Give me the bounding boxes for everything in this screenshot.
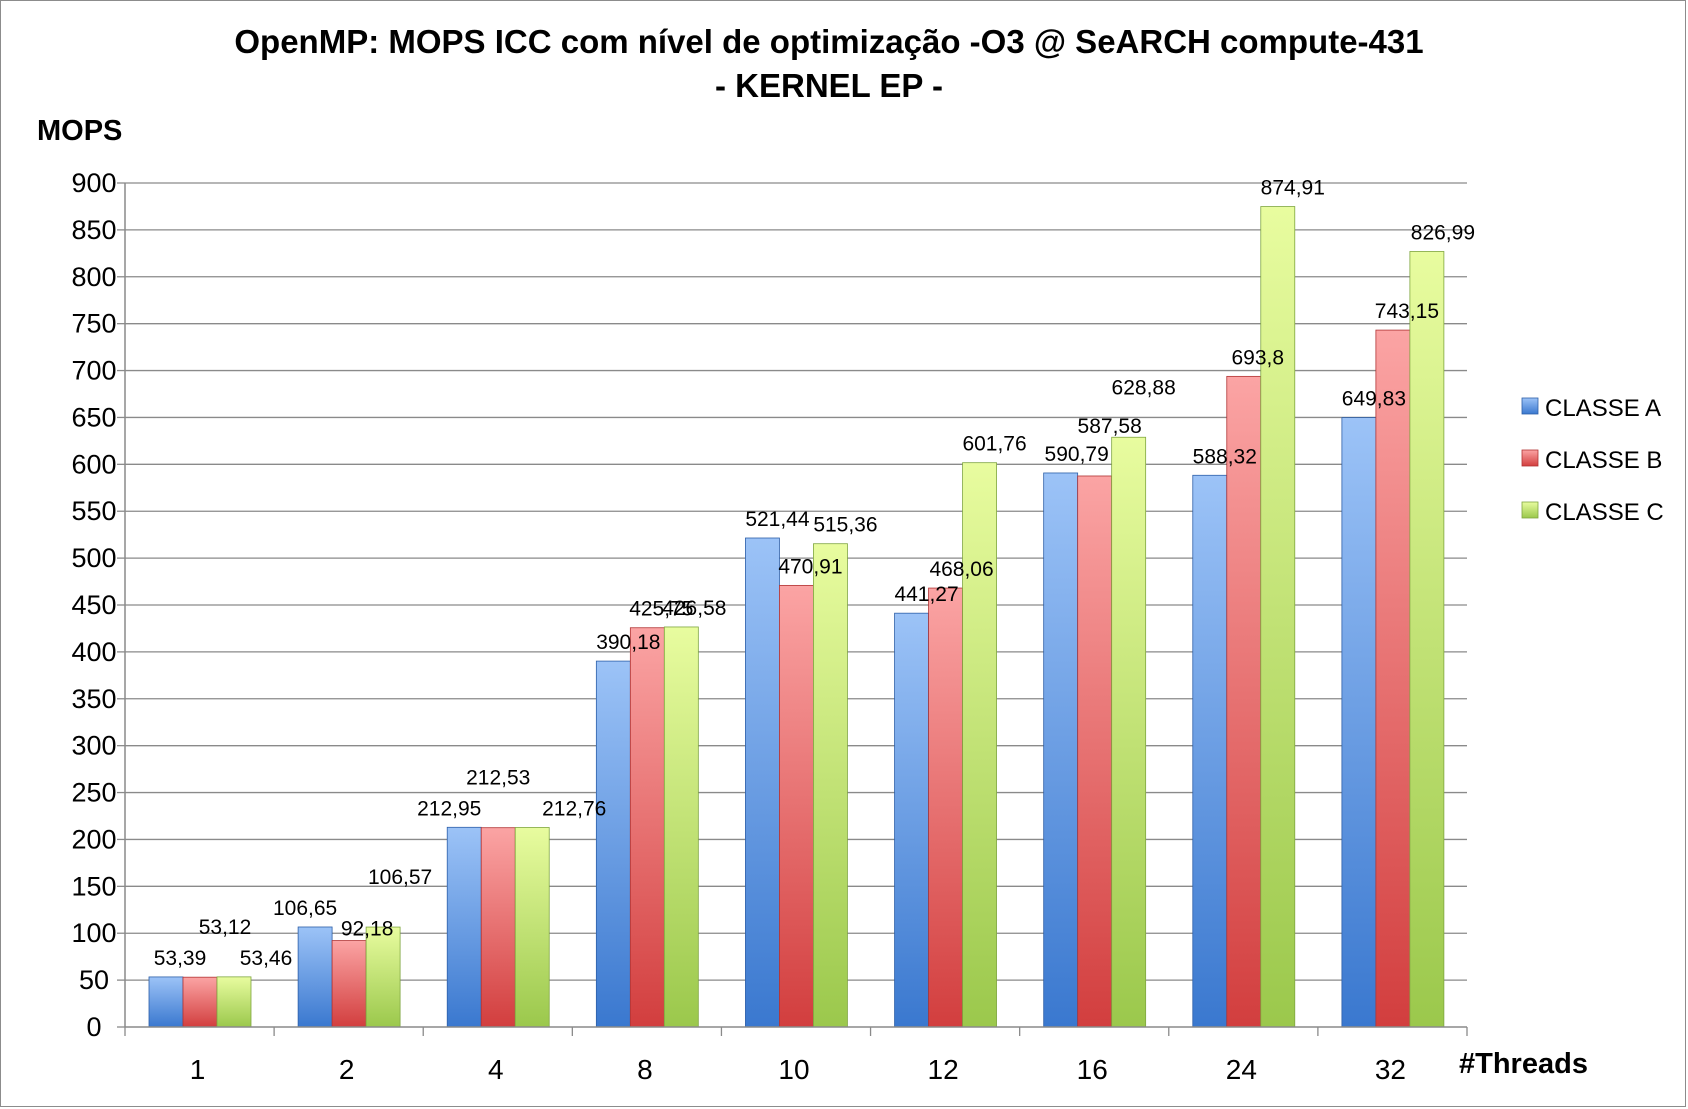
bar-classe-a-4 xyxy=(446,826,482,1028)
bar-classe-b-2 xyxy=(331,940,367,1028)
bar-classe-a-24 xyxy=(1192,474,1228,1028)
legend-swatch xyxy=(1521,397,1539,415)
y-tick-label: 500 xyxy=(71,543,116,573)
bar-classe-b-8 xyxy=(629,627,665,1028)
data-label: 649,83 xyxy=(1342,388,1406,411)
data-label: 521,44 xyxy=(745,508,810,531)
legend-label: CLASSE C xyxy=(1545,499,1664,526)
bar-classe-a-10 xyxy=(745,537,780,1028)
y-tick-label: 800 xyxy=(71,262,116,292)
bar-classe-a-2 xyxy=(297,926,333,1028)
y-tick-label: 750 xyxy=(71,309,116,339)
data-label: 106,65 xyxy=(273,897,337,920)
bar-classe-b-16 xyxy=(1077,475,1113,1028)
bar-classe-a-12 xyxy=(894,612,929,1028)
bar-classe-a-16 xyxy=(1043,472,1079,1028)
x-axis-title: #Threads xyxy=(1459,1048,1588,1080)
y-tick-label: 300 xyxy=(71,731,116,761)
legend-swatch xyxy=(1521,449,1539,467)
y-tick-label: 850 xyxy=(71,215,116,245)
data-label: 601,76 xyxy=(962,433,1026,456)
data-label: 212,76 xyxy=(542,797,606,820)
y-tick-label: 550 xyxy=(71,496,116,526)
x-tick-label: 2 xyxy=(339,1054,355,1085)
legend-label: CLASSE B xyxy=(1545,447,1662,474)
data-label: 390,18 xyxy=(596,631,660,654)
x-tick-label: 16 xyxy=(1077,1054,1108,1085)
chart-title: OpenMP: MOPS ICC com nível de optimizaçã… xyxy=(234,23,1423,60)
data-label: 468,06 xyxy=(929,558,993,581)
x-tick-label: 1 xyxy=(190,1054,206,1085)
y-tick-label: 200 xyxy=(71,824,116,854)
bar-classe-b-10 xyxy=(779,584,814,1028)
y-axis-title: MOPS xyxy=(37,115,122,147)
bar-classe-c-12 xyxy=(962,462,997,1028)
x-tick-label: 8 xyxy=(637,1054,653,1085)
chart-subtitle: - KERNEL EP - xyxy=(715,67,943,104)
bar-classe-b-12 xyxy=(928,587,963,1028)
data-labels: 53,39 106,65 212,95 390,18 521,44 441,27 590,7… xyxy=(154,177,1475,970)
data-label: 425,75 xyxy=(629,598,693,621)
y-tick-label: 100 xyxy=(71,918,116,948)
data-label: 515,36 xyxy=(813,514,877,537)
bar-classe-c-8 xyxy=(663,626,699,1028)
bar-classe-a-32 xyxy=(1341,417,1377,1028)
y-tick-label: 650 xyxy=(71,402,116,432)
y-tick-label: 400 xyxy=(71,637,116,667)
bar-classe-c-16 xyxy=(1111,436,1147,1028)
x-tick-label: 12 xyxy=(928,1054,959,1085)
data-label: 53,46 xyxy=(240,947,293,970)
x-tick-label: 4 xyxy=(488,1054,504,1085)
data-label: 426,58 xyxy=(662,597,726,620)
bars xyxy=(148,206,1445,1028)
data-label: 587,58 xyxy=(1078,415,1142,438)
x-tick-label: 32 xyxy=(1375,1054,1406,1085)
bar-classe-c-10 xyxy=(813,543,848,1028)
bar-classe-b-4 xyxy=(480,827,516,1028)
data-label: 628,88 xyxy=(1112,376,1176,399)
x-tick-label: 10 xyxy=(778,1054,809,1085)
data-label: 743,15 xyxy=(1375,300,1439,323)
bar-classe-c-32 xyxy=(1409,251,1445,1028)
legend: CLASSE A CLASSE B CLASSE C xyxy=(1521,395,1664,526)
y-tick-label: 250 xyxy=(71,778,116,808)
y-tick-label: 600 xyxy=(71,449,116,479)
y-tick-label: 900 xyxy=(71,168,116,198)
data-label: 588,32 xyxy=(1193,445,1257,468)
bar-classe-c-24 xyxy=(1260,206,1296,1028)
y-tick-label: 700 xyxy=(71,356,116,386)
y-tick-label: 0 xyxy=(86,1012,101,1042)
bar-classe-c-1 xyxy=(216,976,252,1028)
data-label: 212,95 xyxy=(417,797,481,820)
legend-label: CLASSE A xyxy=(1545,395,1661,422)
y-tick-label: 150 xyxy=(71,871,116,901)
data-label: 212,53 xyxy=(466,767,530,790)
data-label: 470,91 xyxy=(778,555,842,578)
y-tick-label: 450 xyxy=(71,590,116,620)
data-label: 106,57 xyxy=(368,866,432,889)
data-label: 92,18 xyxy=(341,918,394,941)
axes: 0 50 100 150 200 250 300 350 400 450 500 550 600 650 7… xyxy=(71,168,1468,1085)
bar-classe-b-1 xyxy=(182,976,218,1028)
y-tick-label: 50 xyxy=(79,965,109,995)
data-label: 590,79 xyxy=(1045,443,1109,466)
x-tick-label: 24 xyxy=(1226,1054,1257,1085)
data-label: 693,8 xyxy=(1231,346,1284,369)
bar-classe-a-1 xyxy=(148,976,184,1028)
bar-classe-c-2 xyxy=(365,926,401,1028)
bar-classe-b-24 xyxy=(1226,375,1262,1028)
data-label: 53,12 xyxy=(199,916,252,939)
y-tick-label: 350 xyxy=(71,684,116,714)
bar-classe-a-8 xyxy=(595,660,631,1028)
data-label: 874,91 xyxy=(1261,177,1325,200)
bar-classe-b-32 xyxy=(1375,329,1411,1028)
data-label: 441,27 xyxy=(894,583,958,606)
data-label: 826,99 xyxy=(1411,221,1475,244)
data-label: 53,39 xyxy=(154,947,207,970)
legend-swatch xyxy=(1521,501,1539,519)
bar-classe-c-4 xyxy=(514,827,550,1028)
